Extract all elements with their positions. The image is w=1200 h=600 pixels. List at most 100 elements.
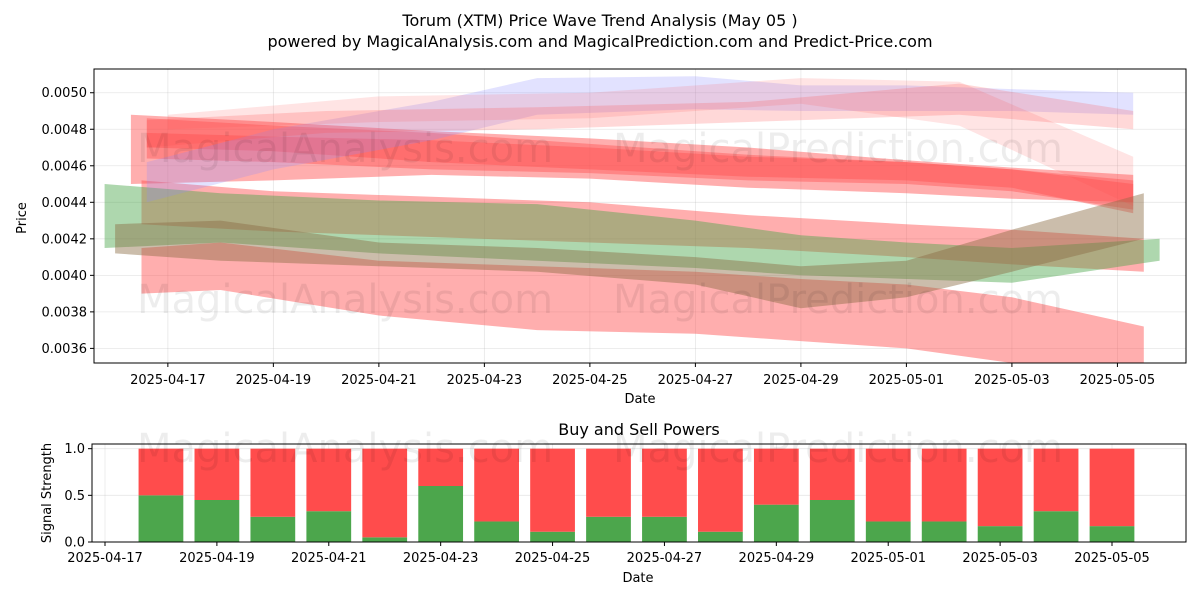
buy-bar: [865, 521, 911, 542]
wave-band-blue-8: [146, 76, 1134, 203]
sell-bar: [865, 448, 911, 522]
sell-bar: [586, 448, 631, 517]
buy-sell-x-tick-label: 2025-05-01: [850, 551, 926, 566]
sell-bar: [138, 448, 184, 496]
sell-bar: [1033, 448, 1079, 512]
buy-bar: [698, 531, 743, 542]
price-y-tick-label: 0.0036: [42, 342, 88, 357]
chart-title: Torum (XTM) Price Wave Trend Analysis (M…: [401, 11, 797, 30]
wave-band-brown-7: [115, 193, 1144, 309]
buy-bar: [362, 537, 408, 542]
price-x-tick-label: 2025-04-19: [236, 373, 312, 388]
sell-bar: [698, 448, 743, 532]
buy-sell-x-axis-label: Date: [622, 571, 653, 586]
buy-bar: [194, 500, 240, 542]
buy-sell-bars: [138, 448, 1135, 542]
price-y-tick-label: 0.0038: [42, 305, 88, 320]
wave-band-red-10: [167, 78, 1134, 206]
buy-bar: [586, 516, 631, 542]
buy-bar: [530, 531, 575, 542]
price-x-tick-label: 2025-05-05: [1080, 373, 1156, 388]
buy-sell-x-tick-label: 2025-04-25: [515, 551, 591, 566]
buy-sell-y-tick-label: 1.0: [64, 442, 85, 457]
price-wave-panel: MagicalAnalysis.com MagicalPrediction.co…: [15, 68, 1187, 407]
buy-sell-title: Buy and Sell Powers: [558, 420, 720, 439]
buy-sell-y-tick-label: 0.5: [64, 489, 85, 504]
watermark-left: MagicalAnalysis.com: [137, 126, 553, 172]
sell-bar: [977, 448, 1023, 527]
buy-sell-x-tick-label: 2025-04-29: [739, 551, 815, 566]
sell-bar: [250, 448, 296, 517]
price-x-tick-label: 2025-04-21: [341, 373, 417, 388]
price-y-tick-label: 0.0040: [42, 269, 88, 284]
buy-sell-x-tick-label: 2025-05-03: [962, 551, 1038, 566]
buy-bar: [977, 526, 1023, 542]
buy-sell-panel: Buy and Sell Powers MagicalAnalysis.com …: [40, 420, 1187, 586]
sell-bar: [642, 448, 687, 517]
wave-band-red-9: [146, 83, 1134, 148]
price-x-tick-label: 2025-04-17: [130, 373, 206, 388]
price-y-ticks: 0.0036 0.0038 0.0040 0.0042 0.0044 0.0046 0.00…: [42, 86, 94, 357]
watermark-right-lower: MagicalPrediction.com: [613, 277, 1063, 323]
price-wave-bands: [104, 76, 1160, 363]
buy-bar: [1033, 511, 1079, 542]
wave-band-red-2: [146, 118, 1134, 214]
buy-bar: [418, 486, 464, 542]
buy-bar: [753, 504, 799, 542]
sell-bar: [530, 448, 575, 532]
buy-sell-y-tick-label: 0.0: [64, 536, 85, 551]
watermark-bottom-left: MagicalAnalysis.com: [137, 426, 553, 472]
buy-bar: [138, 495, 184, 542]
price-x-ticks: 2025-04-17 2025-04-19 2025-04-21 2025-04-23…: [130, 363, 1155, 388]
price-y-tick-label: 0.0050: [42, 86, 88, 101]
sell-bar: [418, 448, 464, 486]
buy-bar: [250, 516, 296, 542]
buy-sell-x-tick-label: 2025-04-19: [179, 551, 255, 566]
wave-band-red-5: [141, 180, 1144, 272]
watermark-bottom-right: MagicalPrediction.com: [613, 426, 1063, 472]
buy-sell-x-tick-label: 2025-05-05: [1074, 551, 1150, 566]
sell-bar: [809, 448, 855, 500]
sell-bar: [921, 448, 967, 522]
sell-bar: [306, 448, 352, 512]
price-x-tick-label: 2025-05-03: [974, 373, 1050, 388]
sell-bar: [1089, 448, 1135, 527]
price-y-tick-label: 0.0048: [42, 123, 88, 138]
price-y-tick-label: 0.0044: [42, 196, 88, 211]
price-grid: [94, 69, 1186, 363]
price-x-tick-label: 2025-04-27: [658, 373, 734, 388]
price-y-axis-label: Price: [15, 202, 30, 234]
price-x-tick-label: 2025-05-01: [869, 373, 945, 388]
price-x-tick-label: 2025-04-25: [552, 373, 628, 388]
price-plot-frame: [93, 68, 1187, 364]
buy-bar: [474, 521, 519, 542]
sell-bar: [474, 448, 519, 522]
buy-bar: [642, 516, 687, 542]
buy-bar: [306, 511, 352, 542]
wave-band-red-3: [146, 132, 1134, 210]
price-x-tick-label: 2025-04-23: [447, 373, 523, 388]
sell-bar: [362, 448, 408, 538]
watermark-right: MagicalPrediction.com: [613, 126, 1063, 172]
wave-band-red-1: [130, 114, 1134, 203]
watermark-left-lower: MagicalAnalysis.com: [137, 277, 553, 323]
price-x-tick-label: 2025-04-29: [763, 373, 839, 388]
buy-bar: [921, 521, 967, 542]
price-y-tick-label: 0.0046: [42, 159, 88, 174]
price-x-axis-label: Date: [624, 392, 655, 407]
buy-sell-x-tick-label: 2025-04-23: [403, 551, 479, 566]
sell-bar: [753, 448, 799, 505]
buy-sell-x-ticks: 2025-04-17 2025-04-19 2025-04-21 2025-04-23…: [67, 542, 1150, 566]
chart-subtitle: powered by MagicalAnalysis.com and Magic…: [267, 32, 932, 51]
buy-sell-y-axis-label: Signal Strength: [40, 443, 55, 543]
buy-sell-x-tick-label: 2025-04-21: [291, 551, 367, 566]
buy-sell-plot-frame: [91, 443, 1187, 543]
buy-bar: [1089, 526, 1135, 542]
buy-sell-x-tick-label: 2025-04-27: [627, 551, 703, 566]
buy-sell-x-tick-label: 2025-04-17: [67, 551, 143, 566]
buy-bar: [809, 500, 855, 542]
sell-bar: [194, 448, 240, 500]
wave-band-red-4: [141, 242, 1144, 363]
wave-band-green-6: [104, 184, 1160, 283]
